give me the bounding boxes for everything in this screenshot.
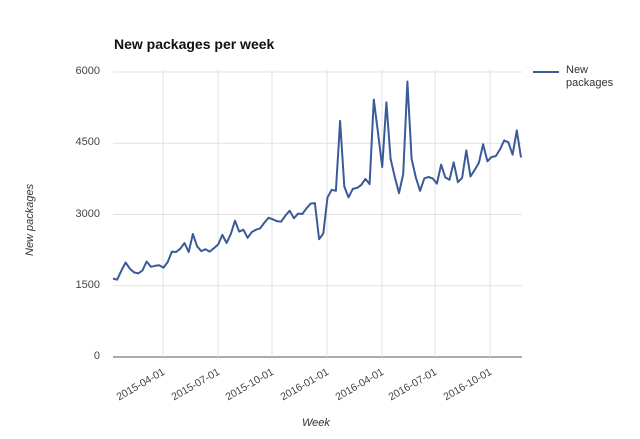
x-axis-label: Week xyxy=(302,417,330,429)
legend-line-icon xyxy=(533,71,559,73)
series-line-new-packages xyxy=(112,80,522,281)
gridlines xyxy=(113,70,522,358)
y-tick-label: 0 xyxy=(93,350,100,362)
legend-label: New packages xyxy=(566,64,614,89)
y-tick-label: 4500 xyxy=(75,136,100,149)
chart-title: New packages per week xyxy=(114,36,275,52)
y-tick-label: 1500 xyxy=(75,278,100,291)
y-tick-label: 3000 xyxy=(75,207,100,220)
y-tick-label: 6000 xyxy=(75,65,100,77)
legend: New packages xyxy=(533,64,626,90)
